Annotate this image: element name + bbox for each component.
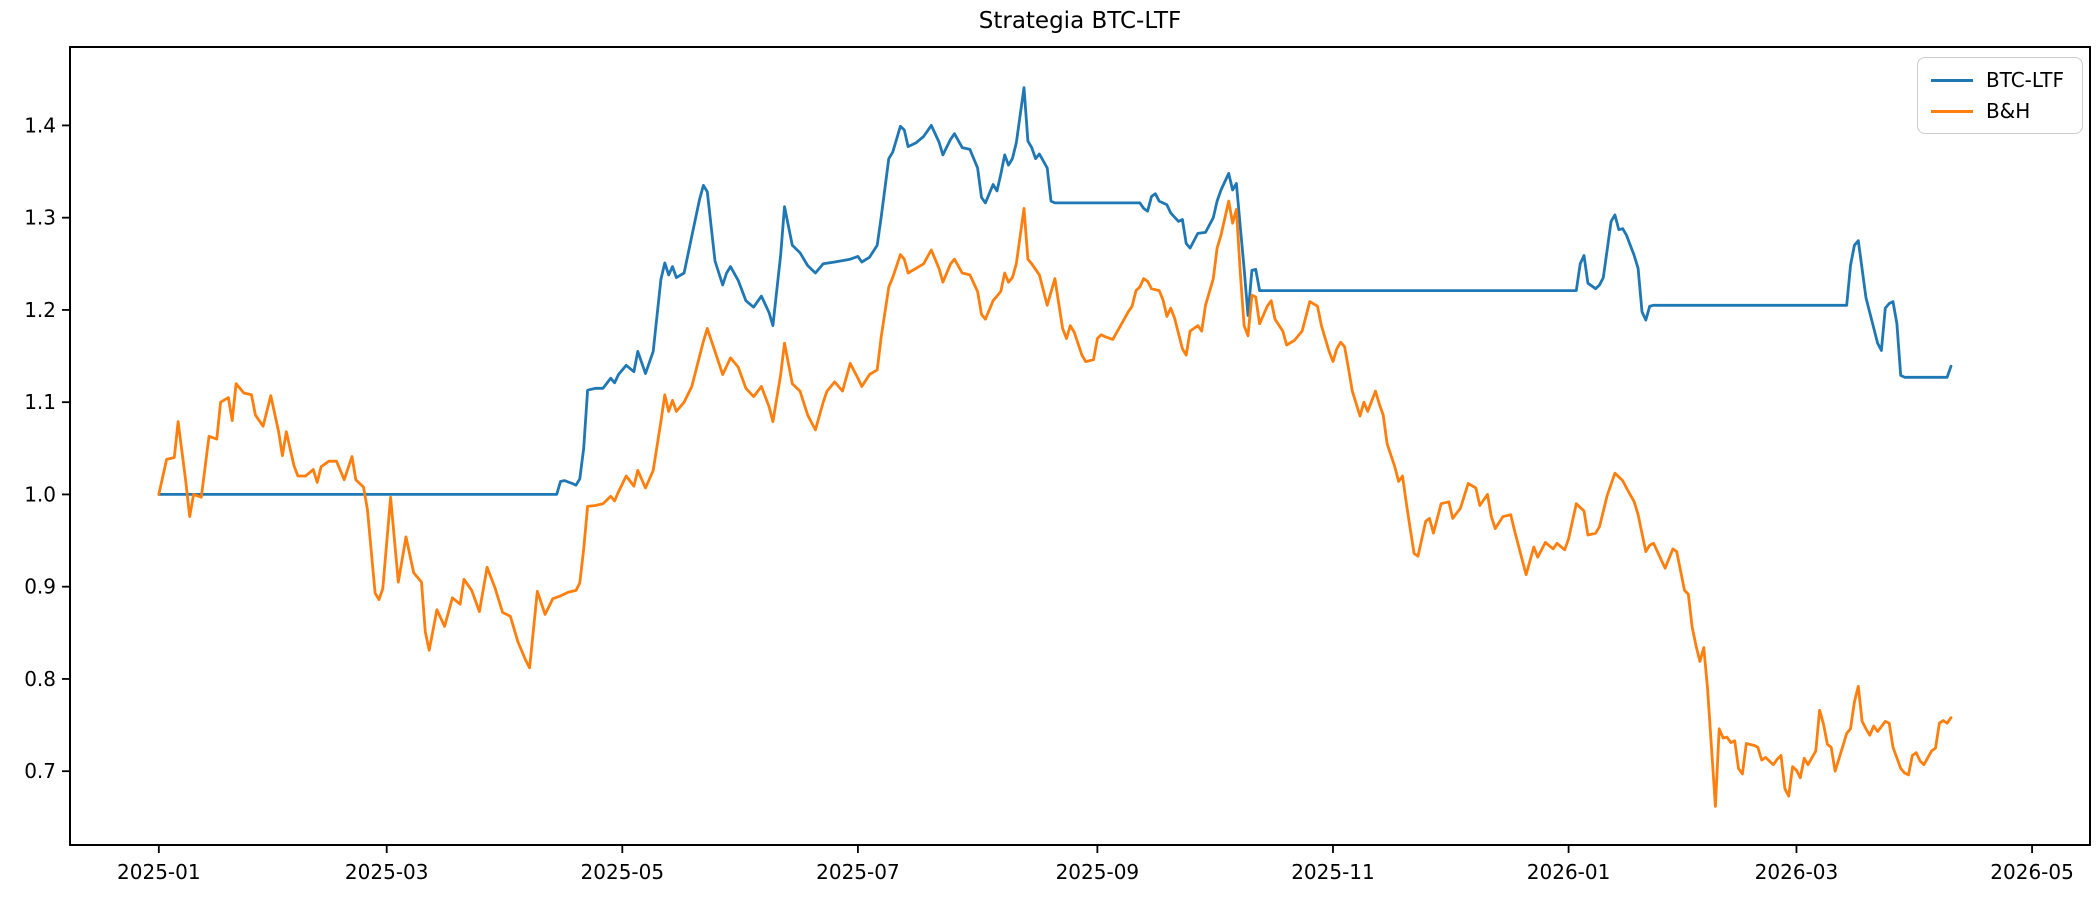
legend: BTC-LTF B&H [1916,57,2083,134]
chart-title: Strategia BTC-LTF [978,8,1182,34]
x-tick-label: 2025-09 [1056,860,1140,884]
x-tick-label: 2025-01 [117,860,201,884]
series-line-b-h [157,199,1953,808]
x-tick-label: 2025-05 [581,860,665,884]
y-tick-label: 1.0 [24,482,56,506]
legend-item-b-h: B&H [1930,99,2064,123]
x-tick-label: 2025-03 [345,860,429,884]
x-tick-label: 2025-11 [1291,860,1375,884]
legend-swatch-b-h [1930,109,1973,113]
y-tick-label: 1.1 [24,390,56,414]
series-line-btc-ltf [157,86,1953,496]
y-tick-label: 1.2 [24,298,56,322]
y-tick-label: 0.7 [24,759,56,783]
x-tick-label: 2026-05 [1990,860,2074,884]
x-tick-label: 2026-01 [1527,860,1611,884]
axes-frame [69,46,2091,846]
y-tick-label: 1.4 [24,113,56,137]
legend-label-b-h: B&H [1985,99,2031,123]
y-tick-label: 0.8 [24,667,56,691]
x-tick-label: 2025-07 [816,860,900,884]
x-tick-label: 2026-03 [1755,860,1839,884]
y-tick-label: 1.3 [24,206,56,230]
y-tick-label: 0.9 [24,575,56,599]
legend-item-btc-ltf: BTC-LTF [1930,68,2064,92]
legend-swatch-btc-ltf [1930,78,1973,82]
legend-label-btc-ltf: BTC-LTF [1985,68,2064,92]
